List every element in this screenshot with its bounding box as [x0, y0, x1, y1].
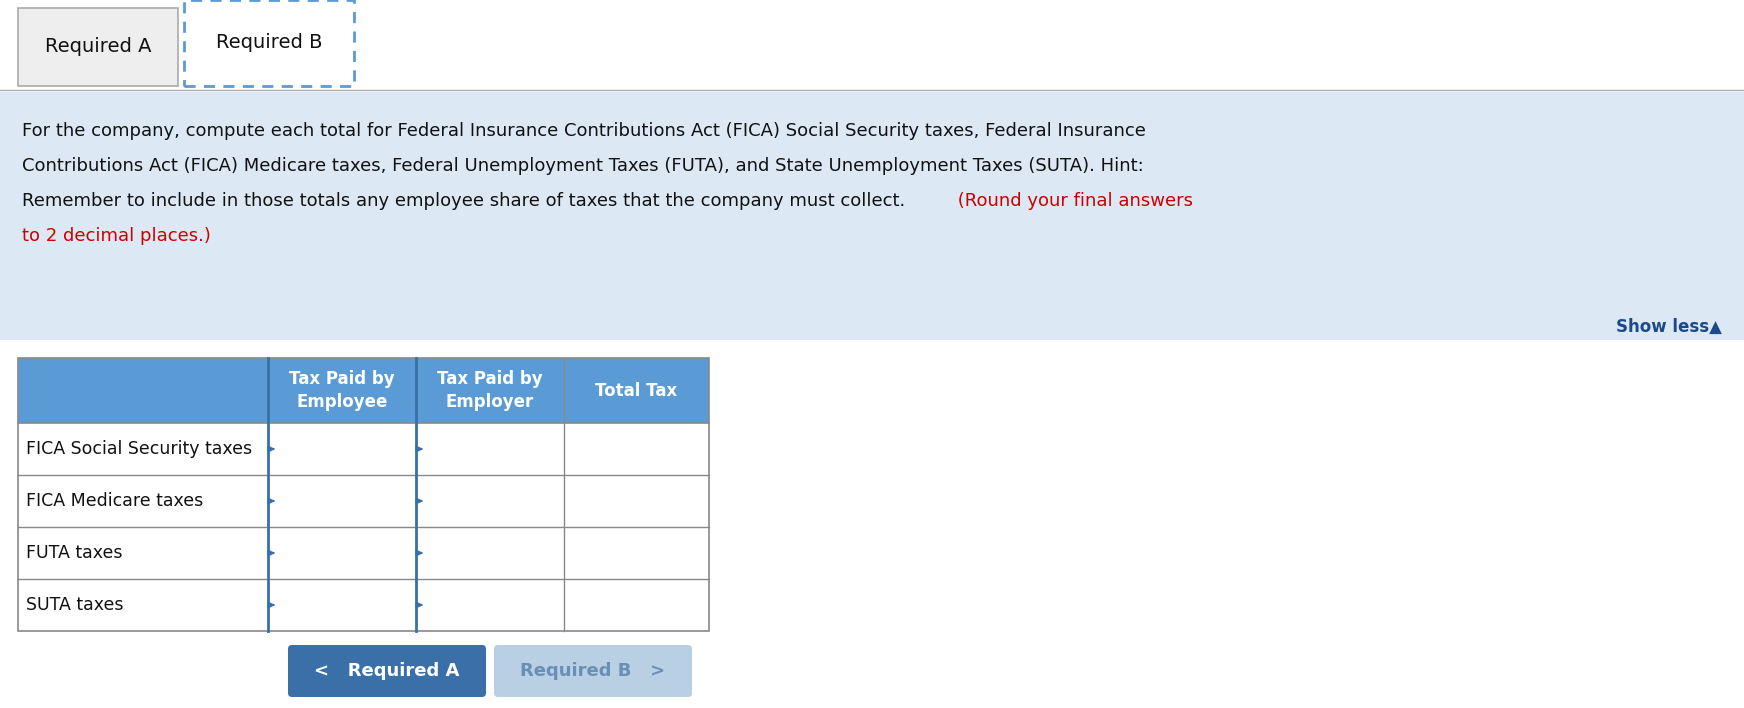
Bar [0, 92, 1744, 340]
Text: Required B   >: Required B > [520, 662, 666, 680]
Bar [17, 527, 710, 579]
Text: Tax Paid by
Employee: Tax Paid by Employee [290, 370, 394, 411]
Text: FUTA taxes: FUTA taxes [26, 544, 122, 562]
Bar [17, 423, 710, 475]
Bar [185, 0, 354, 86]
Text: Contributions Act (FICA) Medicare taxes, Federal Unemployment Taxes (FUTA), and : Contributions Act (FICA) Medicare taxes,… [23, 157, 1144, 175]
FancyBboxPatch shape [494, 645, 692, 697]
FancyBboxPatch shape [288, 645, 487, 697]
Bar [17, 358, 710, 631]
Text: For the company, compute each total for Federal Insurance Contributions Act (FIC: For the company, compute each total for … [23, 122, 1146, 140]
Text: <   Required A: < Required A [314, 662, 460, 680]
Bar [17, 579, 710, 631]
Text: Tax Paid by
Employer: Tax Paid by Employer [438, 370, 542, 411]
Text: Required A: Required A [45, 38, 152, 57]
Text: Show less▲: Show less▲ [1617, 318, 1721, 336]
Bar [17, 475, 710, 527]
Text: (Round your final answers: (Round your final answers [952, 192, 1193, 210]
Text: Remember to include in those totals any employee share of taxes that the company: Remember to include in those totals any … [23, 192, 905, 210]
Text: Total Tax: Total Tax [595, 382, 678, 399]
Text: SUTA taxes: SUTA taxes [26, 596, 124, 614]
Bar [17, 8, 178, 86]
Text: FICA Medicare taxes: FICA Medicare taxes [26, 492, 204, 510]
Text: FICA Social Security taxes: FICA Social Security taxes [26, 440, 253, 458]
Text: to 2 decimal places.): to 2 decimal places.) [23, 227, 211, 245]
Bar [17, 358, 710, 423]
Text: Required B: Required B [216, 33, 323, 52]
